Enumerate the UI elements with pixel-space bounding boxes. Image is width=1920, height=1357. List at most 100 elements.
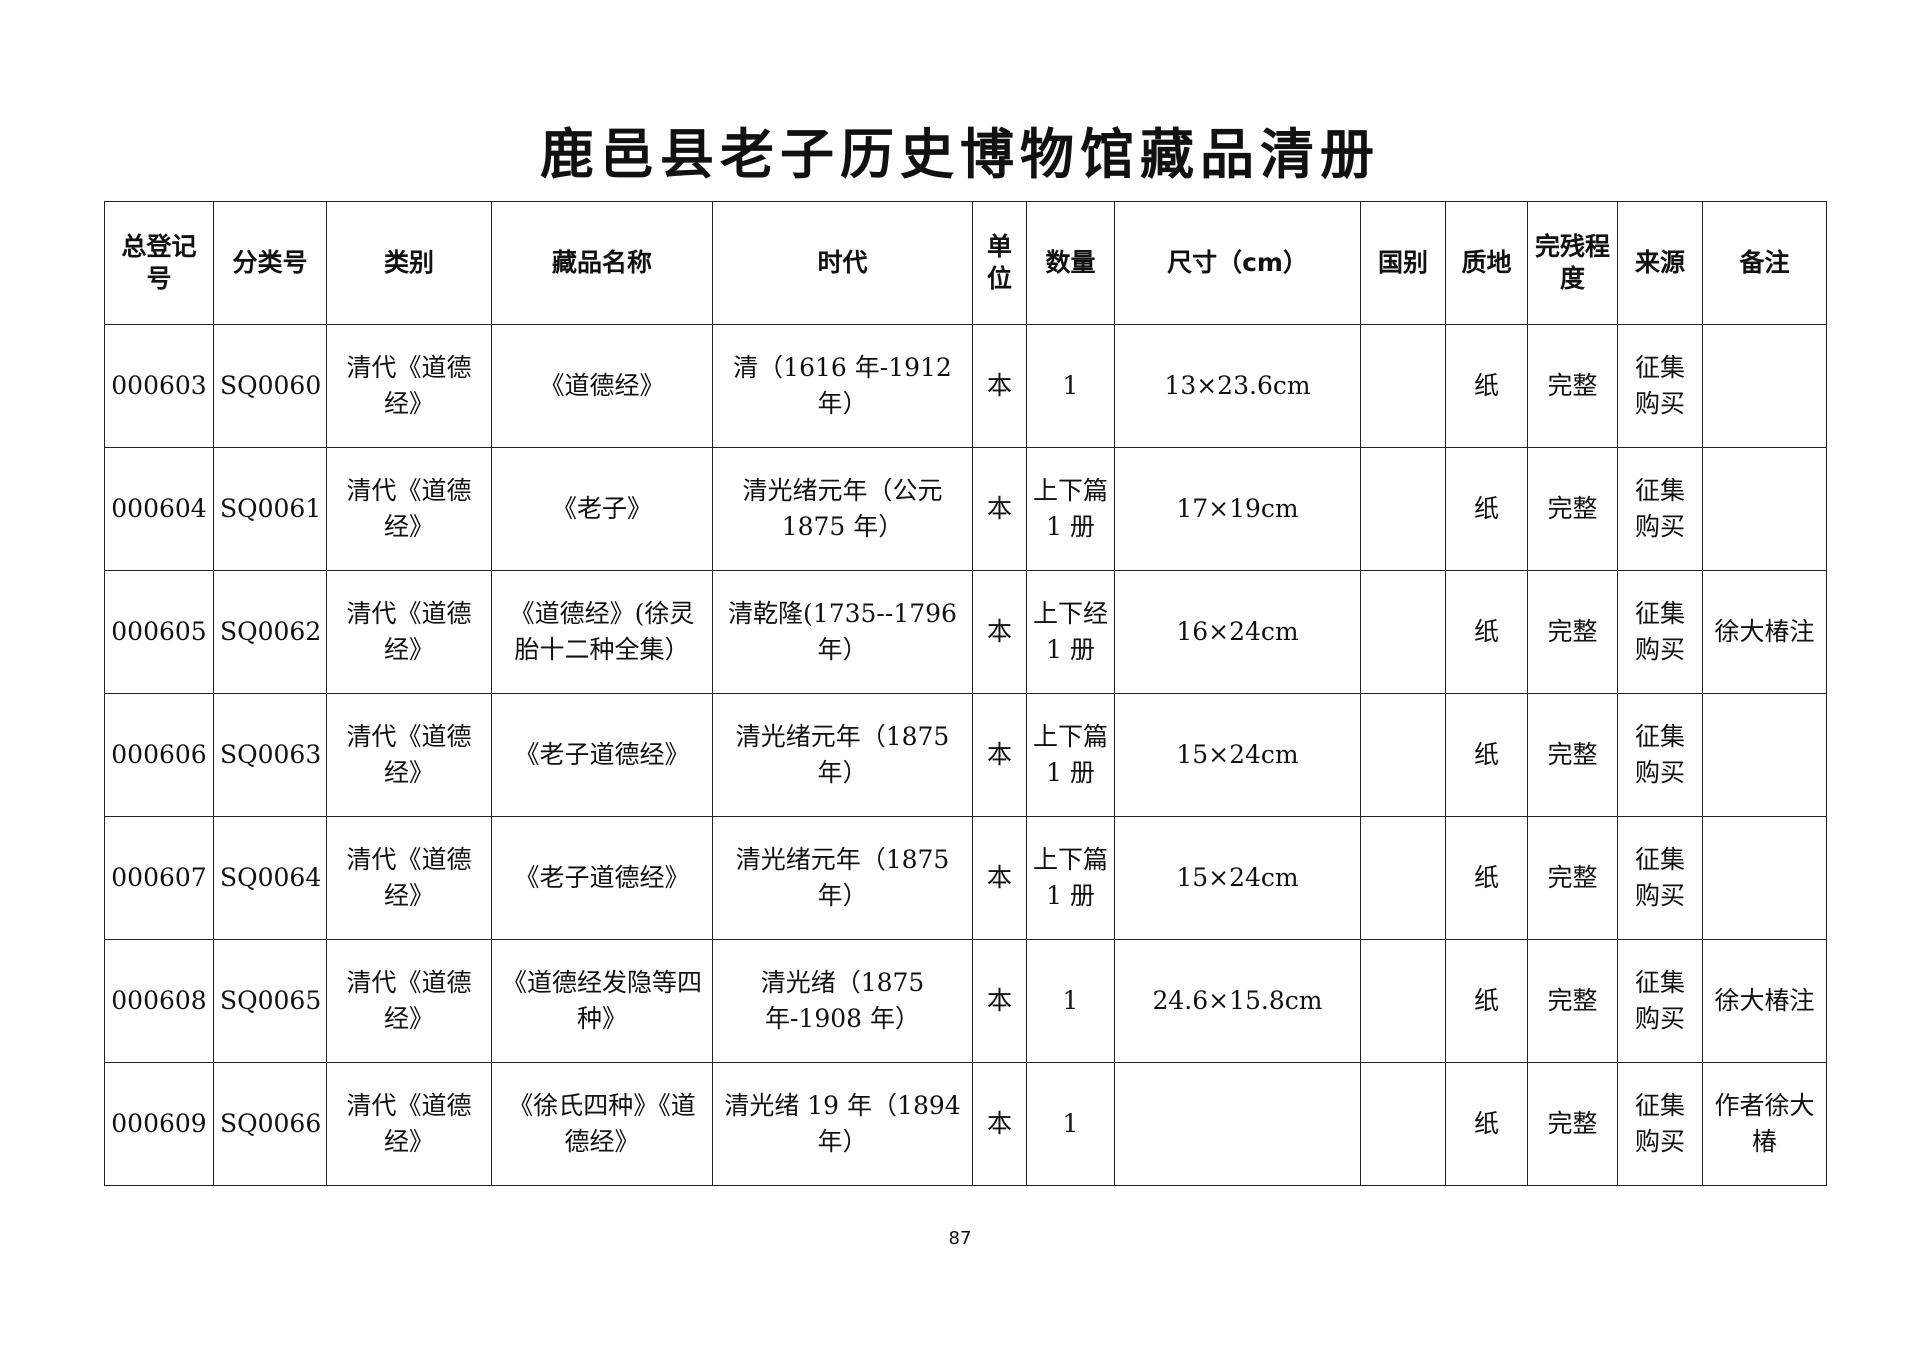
cell-note: 徐大椿注: [1702, 939, 1827, 1063]
cell-name: 《道德经》(徐灵胎十二种全集）: [491, 570, 713, 694]
cell-condition: 完整: [1527, 324, 1618, 448]
cell-reg-no: 000608: [104, 939, 214, 1063]
cell-note: 作者徐大椿: [1702, 1062, 1827, 1186]
col-header-era: 时代: [712, 201, 973, 325]
cell-source: 征集购买: [1617, 324, 1703, 448]
cell-class-no: SQ0062: [213, 570, 327, 694]
cell-reg-no: 000604: [104, 447, 214, 571]
cell-condition: 完整: [1527, 570, 1618, 694]
cell-condition: 完整: [1527, 816, 1618, 940]
cell-country: [1360, 693, 1446, 817]
cell-class-no: SQ0061: [213, 447, 327, 571]
cell-name: 《老子》: [491, 447, 713, 571]
cell-country: [1360, 447, 1446, 571]
col-header-country: 国别: [1360, 201, 1446, 325]
cell-size: 24.6×15.8cm: [1114, 939, 1361, 1063]
cell-name: 《道德经》: [491, 324, 713, 448]
cell-material: 纸: [1445, 324, 1528, 448]
cell-category: 清代《道德经》: [326, 447, 492, 571]
cell-material: 纸: [1445, 447, 1528, 571]
cell-category: 清代《道德经》: [326, 570, 492, 694]
cell-name: 《老子道德经》: [491, 816, 713, 940]
col-header-size: 尺寸（cm）: [1114, 201, 1361, 325]
cell-class-no: SQ0066: [213, 1062, 327, 1186]
table-row: 000609 SQ0066 清代《道德经》 《徐氏四种》《道德经》 清光绪 19…: [104, 1062, 1827, 1186]
cell-source: 征集购买: [1617, 1062, 1703, 1186]
cell-country: [1360, 939, 1446, 1063]
collection-register-table: 总登记号 分类号 类别 藏品名称 时代 单位 数量 尺寸（cm） 国别 质地 完…: [104, 201, 1827, 1186]
col-header-qty: 数量: [1026, 201, 1115, 325]
cell-material: 纸: [1445, 939, 1528, 1063]
page-number: 87: [948, 1228, 972, 1249]
col-header-unit: 单位: [972, 201, 1027, 325]
cell-class-no: SQ0060: [213, 324, 327, 448]
cell-name: 《徐氏四种》《道德经》: [491, 1062, 713, 1186]
cell-condition: 完整: [1527, 1062, 1618, 1186]
cell-reg-no: 000605: [104, 570, 214, 694]
cell-unit: 本: [972, 447, 1027, 571]
cell-category: 清代《道德经》: [326, 816, 492, 940]
cell-category: 清代《道德经》: [326, 693, 492, 817]
cell-qty: 1: [1026, 1062, 1115, 1186]
col-header-name: 藏品名称: [491, 201, 713, 325]
cell-era: 清光绪 19 年（1894 年）: [712, 1062, 973, 1186]
cell-material: 纸: [1445, 570, 1528, 694]
col-header-source: 来源: [1617, 201, 1703, 325]
cell-name: 《老子道德经》: [491, 693, 713, 817]
document-title: 鹿邑县老子历史博物馆藏品清册: [540, 123, 1380, 186]
cell-condition: 完整: [1527, 939, 1618, 1063]
col-header-condition: 完残程度: [1527, 201, 1618, 325]
cell-qty: 上下经 1 册: [1026, 570, 1115, 694]
cell-category: 清代《道德经》: [326, 324, 492, 448]
cell-note: 徐大椿注: [1702, 570, 1827, 694]
cell-material: 纸: [1445, 1062, 1528, 1186]
cell-category: 清代《道德经》: [326, 939, 492, 1063]
table-row: 000604 SQ0061 清代《道德经》 《老子》 清光绪元年（公元 1875…: [104, 447, 1827, 571]
cell-note: [1702, 693, 1827, 817]
cell-country: [1360, 816, 1446, 940]
cell-note: [1702, 447, 1827, 571]
cell-note: [1702, 324, 1827, 448]
cell-source: 征集购买: [1617, 447, 1703, 571]
col-header-class-no: 分类号: [213, 201, 327, 325]
cell-material: 纸: [1445, 693, 1528, 817]
cell-qty: 上下篇 1 册: [1026, 447, 1115, 571]
cell-country: [1360, 324, 1446, 448]
cell-source: 征集购买: [1617, 570, 1703, 694]
table-row: 000608 SQ0065 清代《道德经》 《道德经发隐等四种》 清光绪（187…: [104, 939, 1827, 1063]
cell-class-no: SQ0065: [213, 939, 327, 1063]
col-header-category: 类别: [326, 201, 492, 325]
cell-unit: 本: [972, 570, 1027, 694]
cell-qty: 1: [1026, 324, 1115, 448]
col-header-note: 备注: [1702, 201, 1827, 325]
table-row: 000603 SQ0060 清代《道德经》 《道德经》 清（1616 年-191…: [104, 324, 1827, 448]
cell-unit: 本: [972, 693, 1027, 817]
cell-unit: 本: [972, 1062, 1027, 1186]
cell-size: 17×19cm: [1114, 447, 1361, 571]
cell-size: 15×24cm: [1114, 816, 1361, 940]
cell-class-no: SQ0064: [213, 816, 327, 940]
table-row: 000606 SQ0063 清代《道德经》 《老子道德经》 清光绪元年（1875…: [104, 693, 1827, 817]
cell-reg-no: 000606: [104, 693, 214, 817]
cell-era: 清光绪元年（1875 年）: [712, 693, 973, 817]
cell-unit: 本: [972, 816, 1027, 940]
cell-qty: 1: [1026, 939, 1115, 1063]
cell-source: 征集购买: [1617, 939, 1703, 1063]
cell-size: 13×23.6cm: [1114, 324, 1361, 448]
cell-qty: 上下篇 1 册: [1026, 816, 1115, 940]
cell-size: 15×24cm: [1114, 693, 1361, 817]
cell-source: 征集购买: [1617, 693, 1703, 817]
cell-era: 清光绪元年（公元 1875 年）: [712, 447, 973, 571]
cell-note: [1702, 816, 1827, 940]
cell-reg-no: 000607: [104, 816, 214, 940]
cell-condition: 完整: [1527, 693, 1618, 817]
cell-reg-no: 000609: [104, 1062, 214, 1186]
cell-qty: 上下篇 1 册: [1026, 693, 1115, 817]
cell-class-no: SQ0063: [213, 693, 327, 817]
cell-size: [1114, 1062, 1361, 1186]
cell-source: 征集购买: [1617, 816, 1703, 940]
cell-era: 清光绪（1875 年-1908 年）: [712, 939, 973, 1063]
cell-country: [1360, 570, 1446, 694]
cell-size: 16×24cm: [1114, 570, 1361, 694]
col-header-material: 质地: [1445, 201, 1528, 325]
